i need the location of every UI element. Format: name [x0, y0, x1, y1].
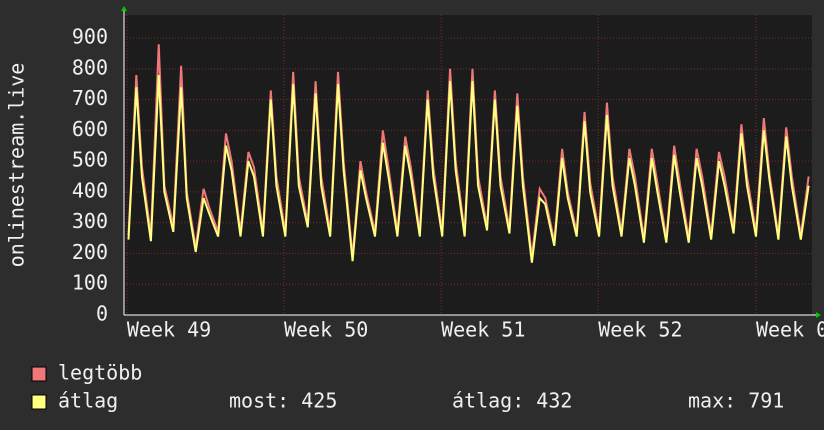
x-tick-label: Week 51	[441, 318, 525, 342]
y-tick-label: 800	[72, 55, 108, 79]
x-tick-label: Week 49	[127, 318, 211, 342]
legend-label: átlag	[58, 389, 118, 413]
x-tick-label: Week 01	[756, 318, 824, 342]
y-tick-label: 0	[96, 302, 108, 326]
y-tick-label: 200	[72, 240, 108, 264]
x-tick-label: Week 52	[598, 318, 682, 342]
y-tick-label: 900	[72, 25, 108, 49]
y-tick-label: 700	[72, 86, 108, 110]
y-tick-label: 500	[72, 148, 108, 172]
legend-stat: most: 425	[229, 389, 337, 413]
y-tick-label: 600	[72, 117, 108, 141]
series-line	[127, 74, 810, 263]
legend-stat: átlag: 432	[452, 389, 572, 413]
y-tick-label: 100	[72, 271, 108, 295]
legend-stat: max: 791	[688, 389, 784, 413]
legend-swatch	[31, 366, 47, 382]
x-tick-label: Week 50	[284, 318, 368, 342]
legend-label: legtöbb	[58, 361, 142, 385]
legend-swatch	[31, 394, 47, 410]
y-tick-label: 300	[72, 209, 108, 233]
y-axis-label: onlinestream.live	[5, 63, 29, 268]
y-tick-label: 400	[72, 178, 108, 202]
axis-arrow	[121, 6, 127, 11]
axis-arrow	[816, 312, 821, 318]
